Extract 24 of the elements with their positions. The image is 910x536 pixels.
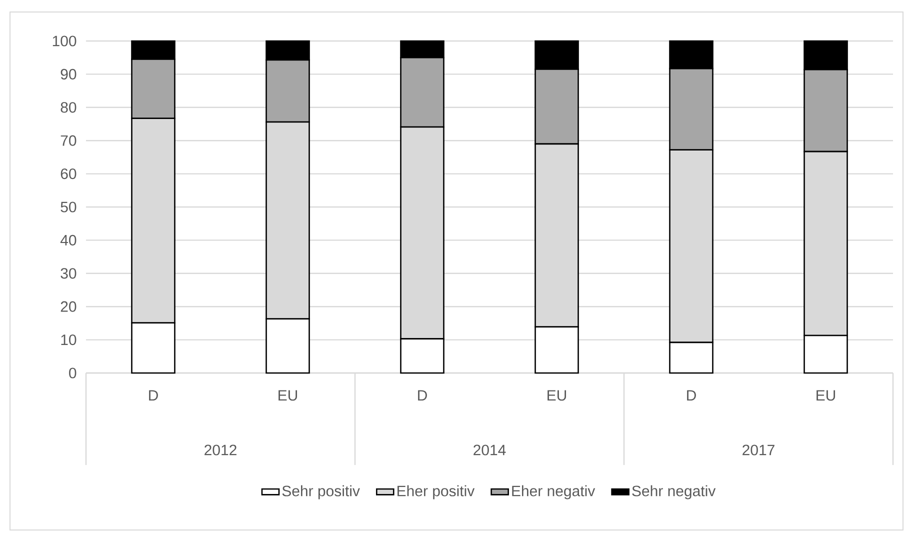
legend-label: Eher negativ <box>512 485 596 500</box>
y-tick-label: 80 <box>60 102 76 113</box>
text: 2014 <box>474 444 506 456</box>
legend-label: Sehr positiv <box>282 485 360 500</box>
y-tick-label: 90 <box>60 68 76 80</box>
x-tick-label: D <box>418 390 427 401</box>
legend-label: Sehr negativ <box>632 485 716 500</box>
y-tick-label: 70 <box>60 135 76 146</box>
x-tick-label: EU <box>548 390 566 401</box>
legend-label: Eher positiv <box>398 485 475 500</box>
y-tick-label: 30 <box>60 268 76 279</box>
y-tick-label: 40 <box>60 234 76 246</box>
y-tick-label: 0 <box>69 368 76 378</box>
x-tick-label: D <box>687 390 696 401</box>
y-tick-label: 60 <box>60 168 76 180</box>
text: 2012 <box>204 444 236 456</box>
x-tick-label: EU <box>278 390 298 401</box>
y-tick-label: 10 <box>61 334 76 346</box>
x-tick-label: EU <box>816 390 836 401</box>
y-tick-label: 100 <box>52 36 76 46</box>
y-tick-label: 50 <box>60 202 76 212</box>
text: 2017 <box>742 444 774 456</box>
x-tick-label: D <box>149 390 158 401</box>
y-tick-label: 20 <box>60 301 76 312</box>
